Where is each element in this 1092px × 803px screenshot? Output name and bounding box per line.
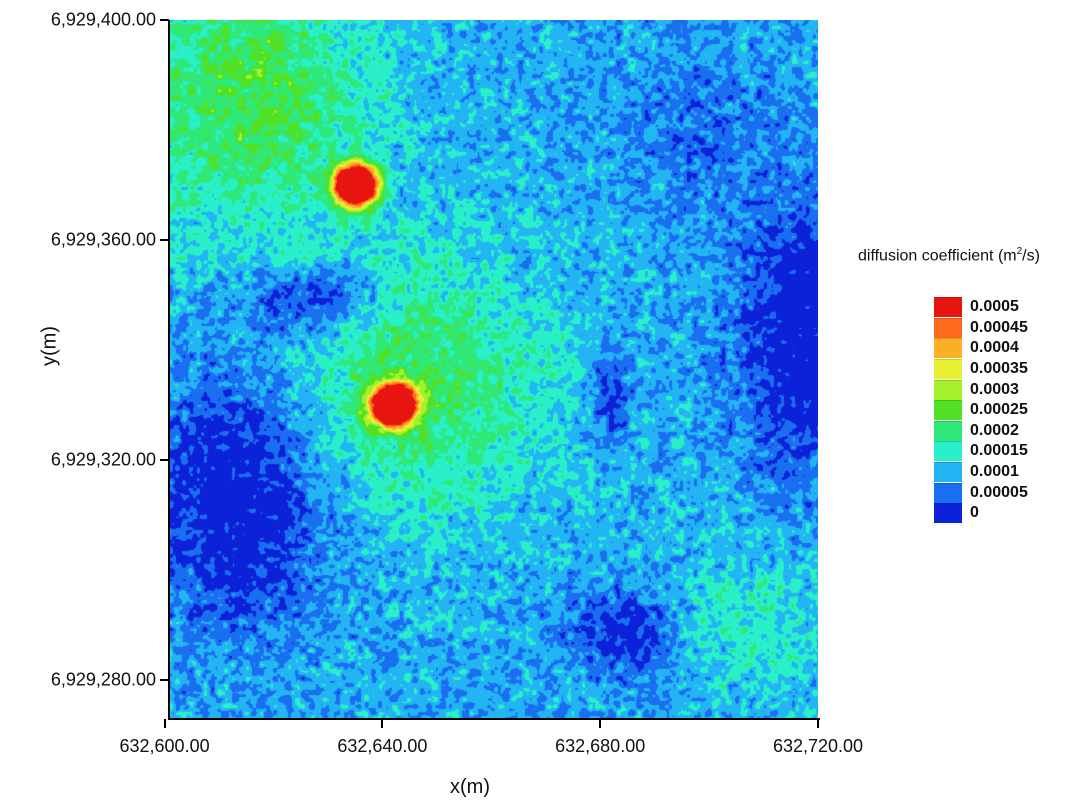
legend-label: 0.00025	[970, 401, 1028, 419]
legend-entry: 0.0003	[934, 379, 1028, 400]
y-tick	[160, 19, 169, 21]
y-tick-label: 6,929,280.00	[0, 669, 156, 690]
legend-label: 0.00035	[970, 360, 1028, 378]
colorbar-title-prefix: diffusion coefficient (m	[858, 247, 1017, 264]
x-tick	[817, 719, 819, 728]
legend-entry: 0.00005	[934, 482, 1028, 503]
y-tick-label: 6,929,320.00	[0, 449, 156, 470]
colorbar-legend: 0.0005 0.00045 0.0004 0.00035 0.0003 0.00025 0…	[934, 297, 1028, 524]
colorbar-title-suffix: /s)	[1022, 247, 1040, 264]
legend-swatch	[934, 338, 962, 358]
legend-entry: 0.00035	[934, 359, 1028, 380]
legend-entry: 0	[934, 503, 1028, 524]
legend-entry: 0.0004	[934, 338, 1028, 359]
legend-label: 0	[970, 504, 979, 522]
y-axis-label: y(m)	[39, 326, 62, 366]
legend-entry: 0.0005	[934, 297, 1028, 318]
legend-label: 0.0001	[970, 463, 1019, 481]
legend-swatch	[934, 483, 962, 503]
legend-entry: 0.0002	[934, 421, 1028, 442]
x-axis-line	[168, 718, 820, 720]
legend-entry: 0.00015	[934, 441, 1028, 462]
legend-entry: 0.00025	[934, 400, 1028, 421]
legend-label: 0.0005	[970, 298, 1019, 316]
x-tick-label: 632,600.00	[85, 736, 245, 757]
legend-swatch	[934, 462, 962, 482]
x-tick-label: 632,640.00	[302, 736, 462, 757]
x-tick-label: 632,680.00	[520, 736, 680, 757]
y-tick-label: 6,929,400.00	[0, 10, 156, 31]
legend-label: 0.00005	[970, 484, 1028, 502]
legend-swatch	[934, 400, 962, 420]
y-tick	[160, 459, 169, 461]
legend-swatch	[934, 318, 962, 338]
x-tick	[381, 719, 383, 728]
x-axis-label: x(m)	[380, 776, 560, 799]
legend-label: 0.00015	[970, 442, 1028, 460]
y-axis-line	[168, 20, 170, 720]
diffusion-heatmap	[170, 20, 818, 718]
legend-swatch	[934, 503, 962, 523]
legend-swatch	[934, 421, 962, 441]
y-tick	[160, 239, 169, 241]
x-tick	[164, 719, 166, 728]
legend-swatch	[934, 359, 962, 379]
plot-area	[170, 20, 818, 718]
legend-swatch	[934, 380, 962, 400]
legend-swatch	[934, 441, 962, 461]
legend-swatch	[934, 297, 962, 317]
y-tick-label: 6,929,360.00	[0, 229, 156, 250]
legend-entry: 0.0001	[934, 462, 1028, 483]
x-tick	[599, 719, 601, 728]
legend-label: 0.00045	[970, 319, 1028, 337]
colorbar-title: diffusion coefficient (m2/s)	[858, 246, 1040, 265]
legend-label: 0.0003	[970, 381, 1019, 399]
y-tick	[160, 679, 169, 681]
x-tick-label: 632,720.00	[738, 736, 898, 757]
legend-label: 0.0002	[970, 422, 1019, 440]
legend-entry: 0.00045	[934, 318, 1028, 339]
legend-label: 0.0004	[970, 339, 1019, 357]
